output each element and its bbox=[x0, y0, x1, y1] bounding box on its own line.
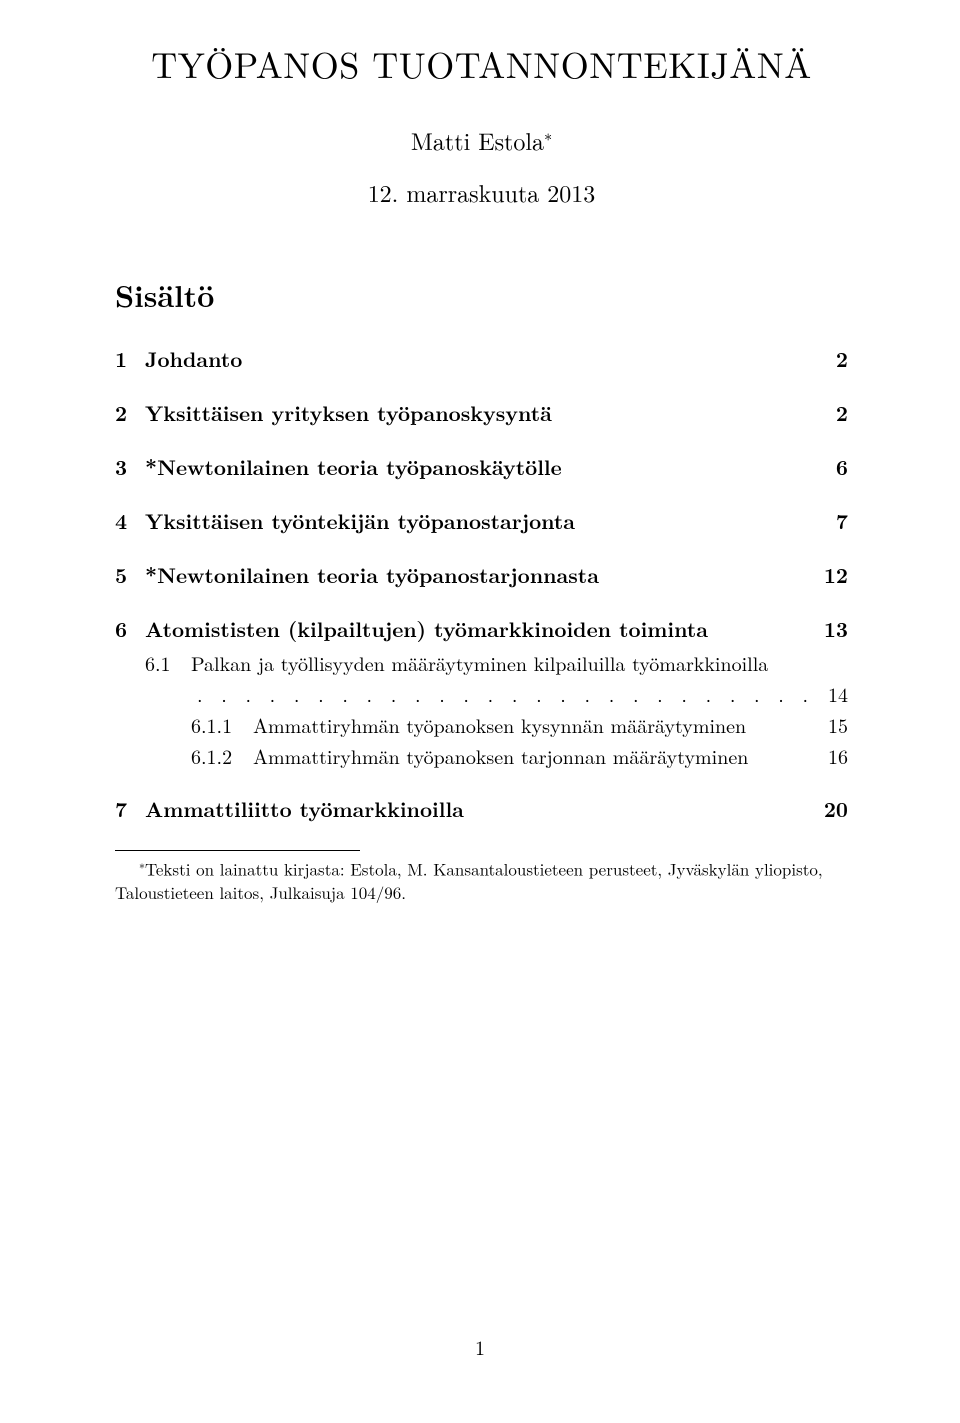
toc-number: 3 bbox=[115, 452, 145, 482]
toc-subsubentry: 6.1.1 Ammattiryhmän työpanoksen kysynnän… bbox=[115, 710, 848, 739]
toc-number: 4 bbox=[115, 506, 145, 536]
toc-page: 7 bbox=[818, 506, 848, 536]
footnote: ∗Teksti on lainattu kirjasta: Estola, M.… bbox=[115, 857, 848, 904]
toc-sub-label: Palkan ja työllisyyden määräytyminen kil… bbox=[191, 648, 772, 677]
toc-number: 6 bbox=[115, 614, 145, 644]
toc-page: 2 bbox=[818, 398, 848, 428]
toc-label: Yksittäisen työntekijän työpanostarjonta bbox=[145, 506, 818, 536]
toc-entry: 4 Yksittäisen työntekijän työpanostarjon… bbox=[115, 506, 848, 536]
toc-subsub-number: 6.1.2 bbox=[191, 741, 253, 770]
toc-entry: 5 *Newtonilainen teoria työpanostarjonna… bbox=[115, 560, 848, 590]
toc-leaders: . . . . . . . . . . . . . . . . . . . . … bbox=[191, 679, 818, 708]
toc-number: 5 bbox=[115, 560, 145, 590]
toc-entry: 2 Yksittäisen yrityksen työpanoskysyntä … bbox=[115, 398, 848, 428]
toc-label: *Newtonilainen teoria työpanoskäytölle bbox=[145, 452, 818, 482]
toc-page: 15 bbox=[818, 710, 848, 739]
toc-page: 20 bbox=[818, 794, 848, 824]
toc-number: 1 bbox=[115, 344, 145, 374]
toc-page: 13 bbox=[818, 614, 848, 644]
toc-subentry-continuation: . . . . . . . . . . . . . . . . . . . . … bbox=[115, 679, 848, 708]
author-name: Matti Estola bbox=[411, 123, 544, 157]
footnote-text: Teksti on lainattu kirjasta: Estola, M. … bbox=[115, 857, 823, 904]
toc-label: Yksittäisen yrityksen työpanoskysyntä bbox=[145, 398, 818, 428]
page-number: 1 bbox=[0, 1332, 960, 1361]
toc-subsub-label: Ammattiryhmän työpanoksen tarjonnan määr… bbox=[253, 741, 818, 770]
toc-page: 14 bbox=[818, 679, 848, 708]
toc-page: 2 bbox=[818, 344, 848, 374]
toc-page: 16 bbox=[818, 741, 848, 770]
toc-label: Ammattiliitto työmarkkinoilla bbox=[145, 794, 818, 824]
toc-heading: Sisältö bbox=[115, 273, 848, 316]
toc-page: 6 bbox=[818, 452, 848, 482]
toc-entry: 6 Atomististen (kilpailtujen) työmarkkin… bbox=[115, 614, 848, 644]
toc-label: Johdanto bbox=[145, 344, 818, 374]
toc-label: *Newtonilainen teoria työpanostarjonnast… bbox=[145, 560, 818, 590]
toc-page: 12 bbox=[818, 560, 848, 590]
toc-entry: 3 *Newtonilainen teoria työpanoskäytölle… bbox=[115, 452, 848, 482]
toc-entry: 7 Ammattiliitto työmarkkinoilla 20 bbox=[115, 794, 848, 824]
document-date: 12. marraskuuta 2013 bbox=[115, 175, 848, 209]
toc-sub-number: 6.1 bbox=[145, 648, 191, 677]
toc-number: 2 bbox=[115, 398, 145, 428]
toc-subsub-number: 6.1.1 bbox=[191, 710, 253, 739]
table-of-contents: 1 Johdanto 2 2 Yksittäisen yrityksen työ… bbox=[115, 344, 848, 824]
author-line: Matti Estola∗ bbox=[115, 123, 848, 157]
toc-subsubentry: 6.1.2 Ammattiryhmän työpanoksen tarjonna… bbox=[115, 741, 848, 770]
toc-entry: 1 Johdanto 2 bbox=[115, 344, 848, 374]
toc-subsub-label: Ammattiryhmän työpanoksen kysynnän määrä… bbox=[253, 710, 818, 739]
toc-subentry: 6.1 Palkan ja työllisyyden määräytyminen… bbox=[115, 648, 848, 677]
author-footnote-mark: ∗ bbox=[544, 123, 552, 146]
toc-label: Atomististen (kilpailtujen) työmarkkinoi… bbox=[145, 614, 818, 644]
document-title: TYÖPANOS TUOTANNONTEKIJÄNÄ bbox=[115, 38, 848, 89]
footnote-rule bbox=[115, 850, 360, 851]
toc-number: 7 bbox=[115, 794, 145, 824]
